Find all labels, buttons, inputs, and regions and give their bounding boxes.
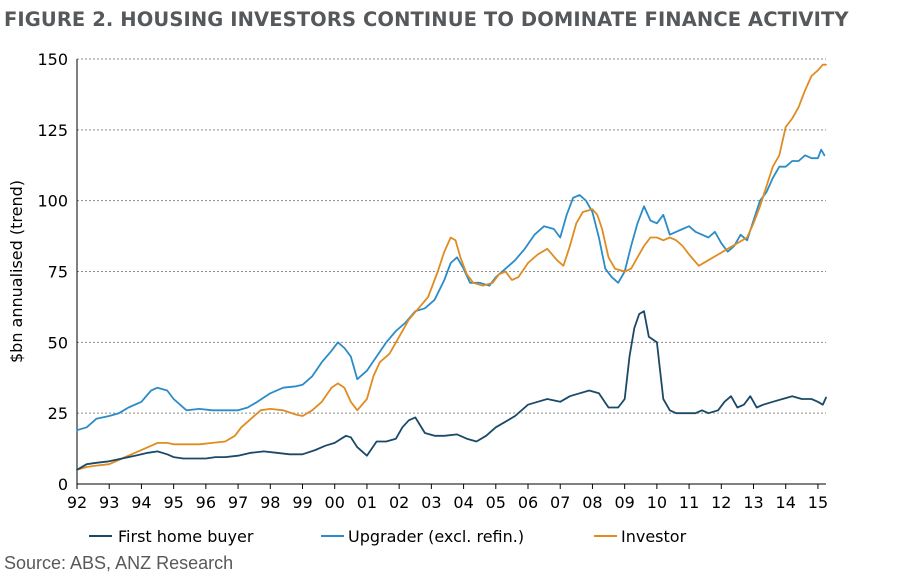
x-tick-label: 03 [421, 493, 441, 512]
x-tick-label: 13 [743, 493, 763, 512]
x-tick-label: 05 [486, 493, 506, 512]
x-tick-label: 96 [196, 493, 216, 512]
chart-title: FIGURE 2. HOUSING INVESTORS CONTINUE TO … [4, 8, 849, 31]
x-tick-label: 99 [292, 493, 312, 512]
x-tick-label: 93 [99, 493, 119, 512]
y-tick-label: 150 [37, 50, 68, 69]
x-tick-label: 15 [808, 493, 828, 512]
x-tick-label: 95 [163, 493, 183, 512]
x-tick-label: 08 [582, 493, 602, 512]
x-tick-label: 11 [679, 493, 699, 512]
series-line-investor [76, 63, 827, 471]
y-tick-label: 0 [58, 475, 68, 494]
x-tick-label: 09 [614, 493, 634, 512]
x-tick-label: 04 [453, 493, 473, 512]
x-tick-label: 94 [131, 493, 151, 512]
y-axis-label: $bn annualised (trend) [7, 180, 26, 363]
series-line-upgrader-excl-refin [76, 148, 826, 432]
y-tick-label: 50 [48, 333, 68, 352]
x-tick-label: 10 [647, 493, 667, 512]
x-tick-label: 00 [325, 493, 345, 512]
x-tick-label: 98 [260, 493, 280, 512]
y-tick-label: 25 [48, 404, 68, 423]
y-tick-label: 125 [37, 121, 68, 140]
x-tick-label: 01 [357, 493, 377, 512]
x-tick-label: 06 [518, 493, 538, 512]
x-tick-label: 12 [711, 493, 731, 512]
x-tick-label: 07 [550, 493, 570, 512]
x-tick-label: 02 [389, 493, 409, 512]
x-tick-label: 97 [228, 493, 248, 512]
x-tick-label: 92 [67, 493, 87, 512]
legend-label: Upgrader (excl. refin.) [348, 527, 524, 546]
legend-label: Investor [621, 527, 687, 546]
series-line-first-home-buyer [76, 310, 827, 471]
source-note: Source: ABS, ANZ Research [4, 553, 234, 573]
x-tick-label: 14 [776, 493, 796, 512]
y-tick-label: 75 [48, 263, 68, 282]
legend-label: First home buyer [118, 527, 254, 546]
y-tick-label: 100 [37, 192, 68, 211]
